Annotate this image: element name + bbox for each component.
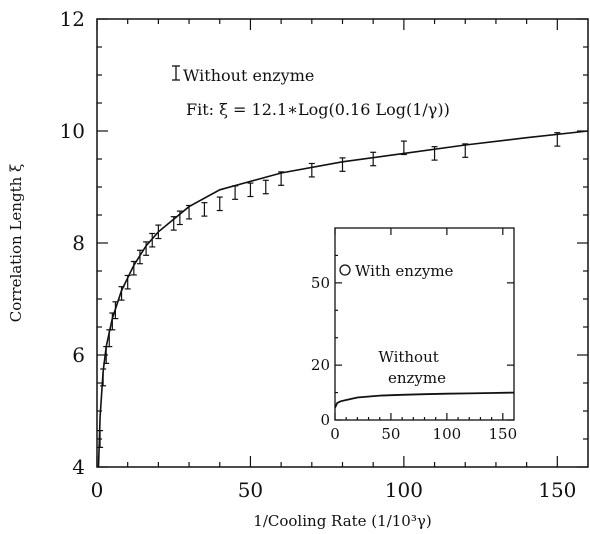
- inset-x-tick-label: 150: [488, 425, 517, 443]
- error-bar-point: [247, 182, 254, 198]
- inset-y-tick-label: 20: [311, 356, 330, 374]
- inset-annotation-without-enzyme: Without enzyme: [378, 348, 446, 387]
- inset-y-tick-label: 50: [311, 274, 330, 292]
- error-bar-point: [339, 157, 346, 172]
- error-bar-point: [262, 179, 269, 195]
- inset-series: [334, 391, 515, 409]
- fit-curve: [97, 130, 589, 468]
- y-axis-title: Correlation Length ξ: [7, 164, 25, 323]
- inset-annotation-line-1: Without: [378, 348, 438, 366]
- error-bar-point: [370, 151, 377, 167]
- inset-y-tick-label: 0: [320, 411, 330, 429]
- error-bar-point: [143, 241, 150, 256]
- y-tick-label: 12: [60, 7, 85, 31]
- inset-chart: 0 50 100 150 0 20 50 With enzyme Without enzym…: [311, 227, 517, 443]
- error-bar-point: [232, 185, 239, 200]
- inset-tick-labels: 0 50 100 150 0 20 50: [311, 274, 517, 443]
- inset-x-tick-label: 50: [381, 425, 400, 443]
- inset-without-enzyme-curve: [334, 391, 515, 409]
- error-bar-point: [149, 232, 156, 248]
- main-series: [97, 130, 589, 468]
- x-axis-title: 1/Cooling Rate (1/10³γ): [253, 512, 431, 530]
- inset-axis-ticks: [334, 228, 514, 421]
- x-tick-label: 50: [238, 478, 263, 502]
- error-bar-point: [462, 143, 469, 158]
- x-tick-label: 0: [91, 478, 104, 502]
- x-tick-label: 100: [385, 478, 423, 502]
- error-bar-point: [400, 140, 407, 156]
- open-circle-marker-icon: [339, 264, 351, 276]
- error-bar-point: [308, 162, 315, 178]
- annotation-without-enzyme: Without enzyme: [183, 66, 314, 85]
- annotation-fit-formula: Fit: ξ = 12.1∗Log(0.16 Log(1/γ)): [186, 100, 450, 119]
- y-tick-label: 4: [72, 455, 85, 479]
- inset-x-tick-label: 100: [433, 425, 462, 443]
- legend-marker-without-enzyme: [172, 65, 180, 81]
- y-tick-label: 10: [60, 119, 85, 143]
- x-tick-label: 150: [538, 478, 576, 502]
- error-bar-point: [216, 196, 223, 212]
- y-tick-label: 8: [72, 231, 85, 255]
- main-chart: 0 50 100 150 4 6 8 10 12 1/Cooling Rate (1/10³γ)…: [7, 7, 589, 530]
- inset-annotation-line-2: enzyme: [388, 369, 446, 387]
- error-bar-point: [201, 202, 208, 217]
- main-tick-labels: 0 50 100 150 4 6 8 10 12: [60, 7, 577, 502]
- inset-background: [335, 228, 514, 420]
- inset-x-tick-label: 0: [330, 425, 340, 443]
- inset-legend-with-enzyme: With enzyme: [355, 262, 454, 280]
- y-tick-label: 6: [72, 343, 85, 367]
